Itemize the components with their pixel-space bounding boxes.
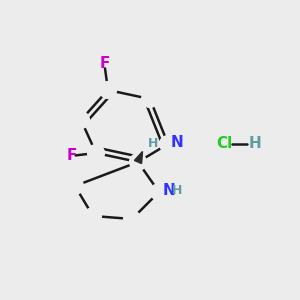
Circle shape [124,211,140,227]
Text: Cl: Cl [216,136,232,152]
Circle shape [73,112,89,128]
Circle shape [100,82,116,98]
Circle shape [85,208,101,224]
Circle shape [151,184,167,200]
Text: F: F [100,56,110,71]
Text: H: H [172,184,183,197]
Text: H: H [148,137,158,150]
Circle shape [130,154,146,170]
Text: F: F [66,148,76,163]
Text: H: H [248,136,261,152]
Polygon shape [134,152,142,164]
Text: N: N [171,135,184,150]
Circle shape [142,91,158,107]
Circle shape [160,136,176,152]
Text: N: N [163,183,176,198]
Circle shape [67,178,83,194]
Circle shape [88,145,104,161]
